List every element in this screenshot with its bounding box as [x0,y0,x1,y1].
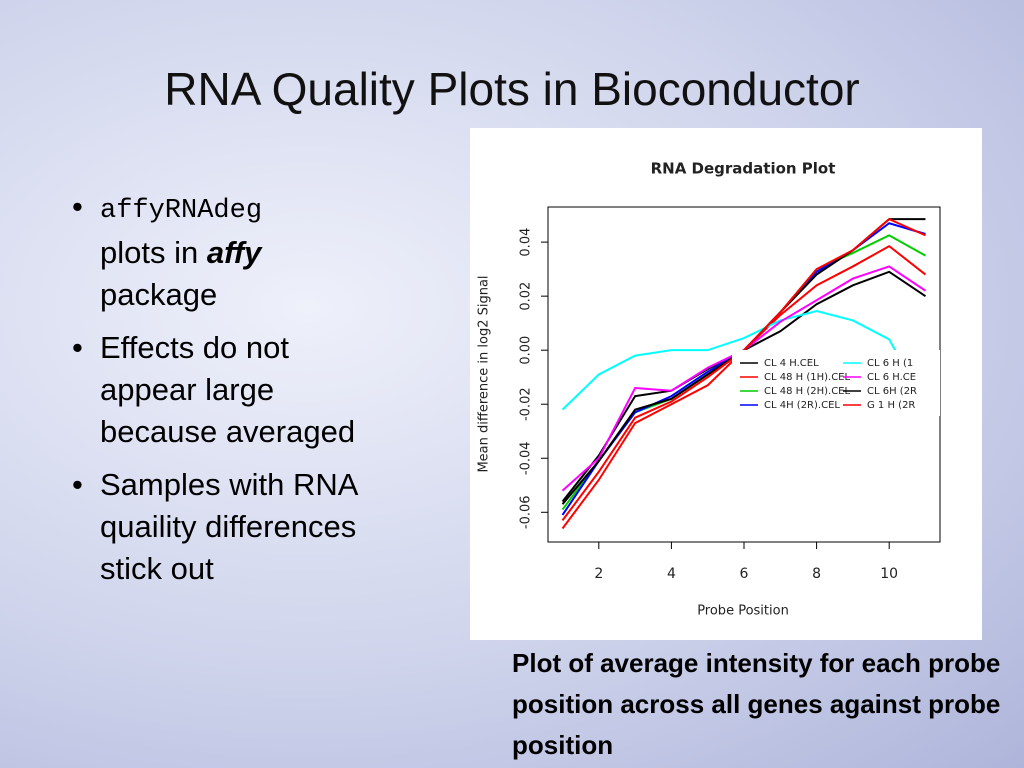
y-axis-label: Mean difference in log2 Signal [477,275,492,472]
bullet-text: Effects do not appear large because aver… [100,330,356,449]
legend: CL 4 H.CEL CL 48 H (1H).CEL CL 48 H (2H).C… [732,350,940,416]
bullet-text: plots in [100,235,199,270]
caption: Plot of average intensity for each probe… [512,648,1001,760]
bullet: Effects do not appear large because aver… [60,327,390,453]
y-tick-label: -0.06 [519,495,534,529]
x-tick-label: 4 [667,566,676,582]
legend-label: CL 4H (2R).CEL [764,400,840,411]
x-tick-label: 10 [880,566,898,582]
legend-box [732,350,940,416]
chart: RNA Degradation Plot Probe Position Mean… [470,128,982,640]
chart-title: RNA Degradation Plot [651,160,836,178]
series-line [561,309,927,411]
x-tick-label: 2 [594,566,603,582]
bullet-text: package [100,277,218,312]
legend-label: CL 6 H (1 [867,358,913,369]
y-tick-label: 0.02 [519,282,534,311]
bullet: Samples with RNA quaility differences st… [60,464,390,590]
y-tick-label: -0.02 [519,387,534,421]
legend-label: CL 6 H.CE [867,372,916,383]
code-text: affyRNAdeg [100,196,263,226]
x-tick-label: 6 [740,566,749,582]
legend-label: CL 48 H (1H).CEL [764,372,850,383]
x-tick-label: 8 [812,566,821,582]
bullet: affyRNAdeg plots in affy package [60,186,390,316]
y-tick-label: -0.04 [519,441,534,475]
bullet-list: affyRNAdeg plots in affy package Effects d… [60,186,390,601]
emphasis: affy [206,235,262,270]
legend-label: CL 48 H (2H).CEL [764,386,850,397]
legend-label: G 1 H (2R [867,400,915,411]
legend-label: CL 6H (2R [867,386,917,397]
x-axis-label: Probe Position [697,604,789,619]
y-tick-label: 0.04 [519,228,534,257]
y-tick-label: 0.00 [519,336,534,365]
slide-title: RNA Quality Plots in Bioconductor [164,63,860,115]
bullet-text: Samples with RNA quaility differences st… [100,467,357,586]
legend-label: CL 4 H.CEL [764,358,819,369]
